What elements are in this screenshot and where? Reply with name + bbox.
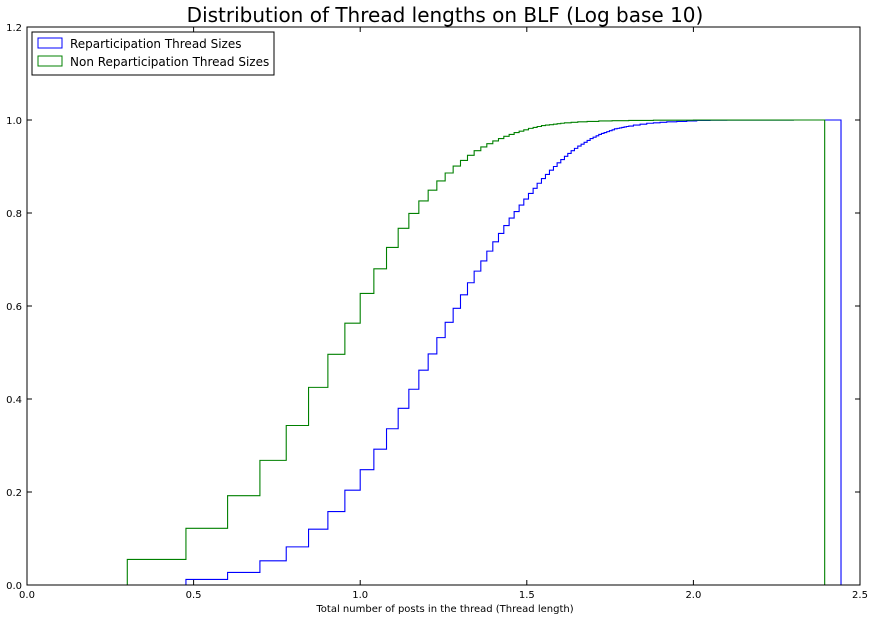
- y-tick-label: 0.2: [6, 488, 22, 499]
- plot-frame: [26, 26, 861, 586]
- x-tick-label: 2.0: [685, 590, 701, 601]
- x-tick-label: 1.5: [519, 590, 535, 601]
- y-tick-label: 1.2: [6, 23, 22, 34]
- series-line-reparticipation: [185, 119, 842, 585]
- x-axis-label: Total number of posts in the thread (Thr…: [315, 604, 573, 615]
- y-tick-label: 1.0: [6, 116, 22, 127]
- legend-box: [31, 31, 275, 76]
- plot-area: [126, 119, 842, 585]
- y-tick-label: 0.6: [6, 302, 22, 313]
- x-tick-label: 0.5: [186, 590, 202, 601]
- x-tick-label: 0.0: [19, 590, 35, 601]
- legend-swatch: [37, 37, 63, 49]
- x-axis: 0.0 0.5 1.0 1.5 2.0 2.5: [19, 27, 868, 601]
- series-line-non-reparticipation: [126, 119, 826, 585]
- y-axis: 0.0 0.2 0.4 0.6 0.8 1.0 1.2: [6, 23, 860, 592]
- legend-label: Reparticipation Thread Sizes: [70, 37, 242, 51]
- legend: Reparticipation Thread Sizes Non Repartic…: [31, 31, 275, 76]
- y-tick-label: 0.4: [6, 395, 22, 406]
- y-tick-label: 0.8: [6, 209, 22, 220]
- chart-title: Distribution of Thread lengths on BLF (L…: [187, 3, 704, 27]
- x-tick-label: 2.5: [852, 590, 868, 601]
- y-tick-label: 0.0: [6, 581, 22, 592]
- legend-swatch: [37, 55, 63, 67]
- x-tick-label: 1.0: [352, 590, 368, 601]
- legend-label: Non Reparticipation Thread Sizes: [70, 55, 269, 69]
